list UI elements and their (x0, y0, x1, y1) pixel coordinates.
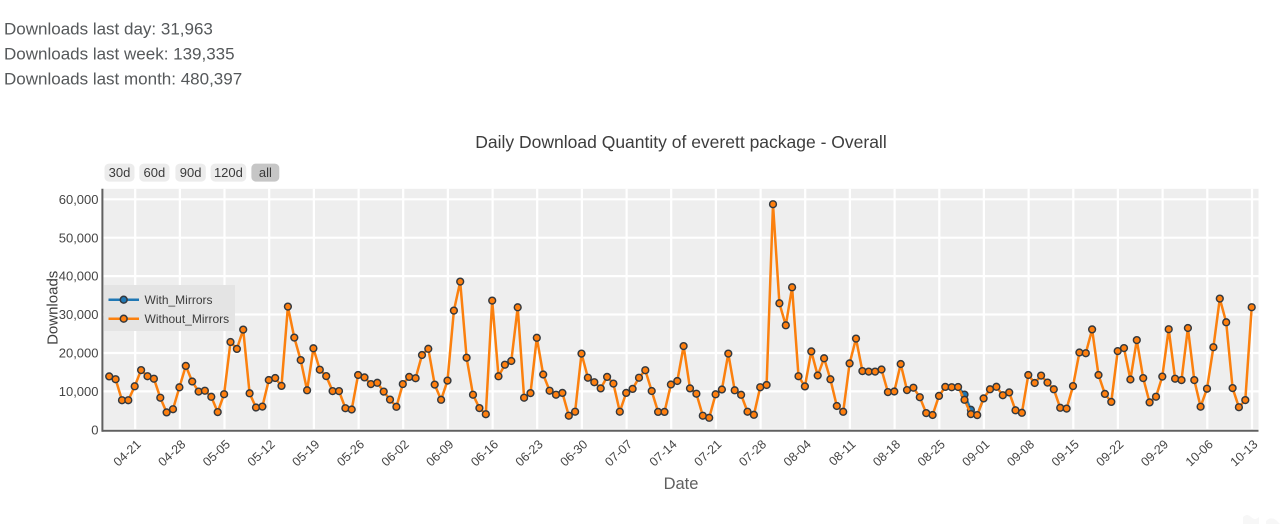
svg-text:08-18: 08-18 (870, 437, 903, 469)
svg-text:06-02: 06-02 (379, 437, 412, 469)
svg-text:Date: Date (664, 475, 699, 493)
svg-text:30,000: 30,000 (59, 307, 99, 322)
svg-text:Downloads last week: 139,335: Downloads last week: 139,335 (4, 44, 235, 63)
svg-text:08-25: 08-25 (915, 437, 948, 469)
svg-text:60,000: 60,000 (59, 192, 99, 207)
svg-text:60d: 60d (144, 165, 166, 180)
svg-text:08-11: 08-11 (826, 437, 858, 468)
svg-text:20,000: 20,000 (59, 346, 99, 361)
svg-text:07-21: 07-21 (692, 437, 725, 469)
svg-text:Downloads last month: 480,397: Downloads last month: 480,397 (4, 69, 242, 88)
svg-text:10,000: 10,000 (59, 384, 99, 399)
svg-text:08-04: 08-04 (781, 437, 814, 469)
svg-text:09-29: 09-29 (1138, 437, 1171, 469)
svg-text:06-30: 06-30 (558, 437, 591, 469)
svg-text:Without_Mirrors: Without_Mirrors (145, 312, 230, 326)
svg-text:0: 0 (91, 422, 98, 437)
svg-text:06-09: 06-09 (424, 437, 457, 469)
svg-text:Daily Download Quantity of eve: Daily Download Quantity of everett packa… (475, 132, 886, 152)
svg-text:With_Mirrors: With_Mirrors (145, 293, 213, 307)
svg-text:05-19: 05-19 (290, 437, 323, 469)
svg-text:07-28: 07-28 (736, 437, 769, 469)
svg-text:all: all (259, 165, 272, 180)
svg-text:05-26: 05-26 (334, 437, 367, 469)
svg-text:06-16: 06-16 (468, 437, 501, 469)
svg-text:04-21: 04-21 (111, 437, 144, 469)
svg-text:09-01: 09-01 (960, 437, 993, 469)
svg-text:10-13: 10-13 (1228, 437, 1261, 469)
svg-text:09-15: 09-15 (1049, 437, 1082, 469)
svg-text:120d: 120d (214, 165, 243, 180)
svg-text:30d: 30d (109, 165, 131, 180)
svg-text:07-14: 07-14 (647, 437, 680, 469)
svg-text:07-07: 07-07 (602, 437, 635, 469)
svg-text:90d: 90d (180, 165, 202, 180)
svg-text:05-05: 05-05 (200, 437, 233, 469)
svg-text:09-08: 09-08 (1004, 437, 1037, 469)
svg-text:50,000: 50,000 (59, 230, 99, 245)
svg-text:04-28: 04-28 (156, 437, 189, 469)
svg-text:Downloads: Downloads (44, 271, 61, 345)
svg-text:05-12: 05-12 (245, 437, 278, 469)
svg-text:40,000: 40,000 (59, 269, 99, 284)
svg-text:06-23: 06-23 (513, 437, 546, 469)
svg-text:09-22: 09-22 (1094, 437, 1127, 469)
svg-text:Downloads last day: 31,963: Downloads last day: 31,963 (4, 19, 213, 38)
svg-text:10-06: 10-06 (1183, 437, 1216, 469)
